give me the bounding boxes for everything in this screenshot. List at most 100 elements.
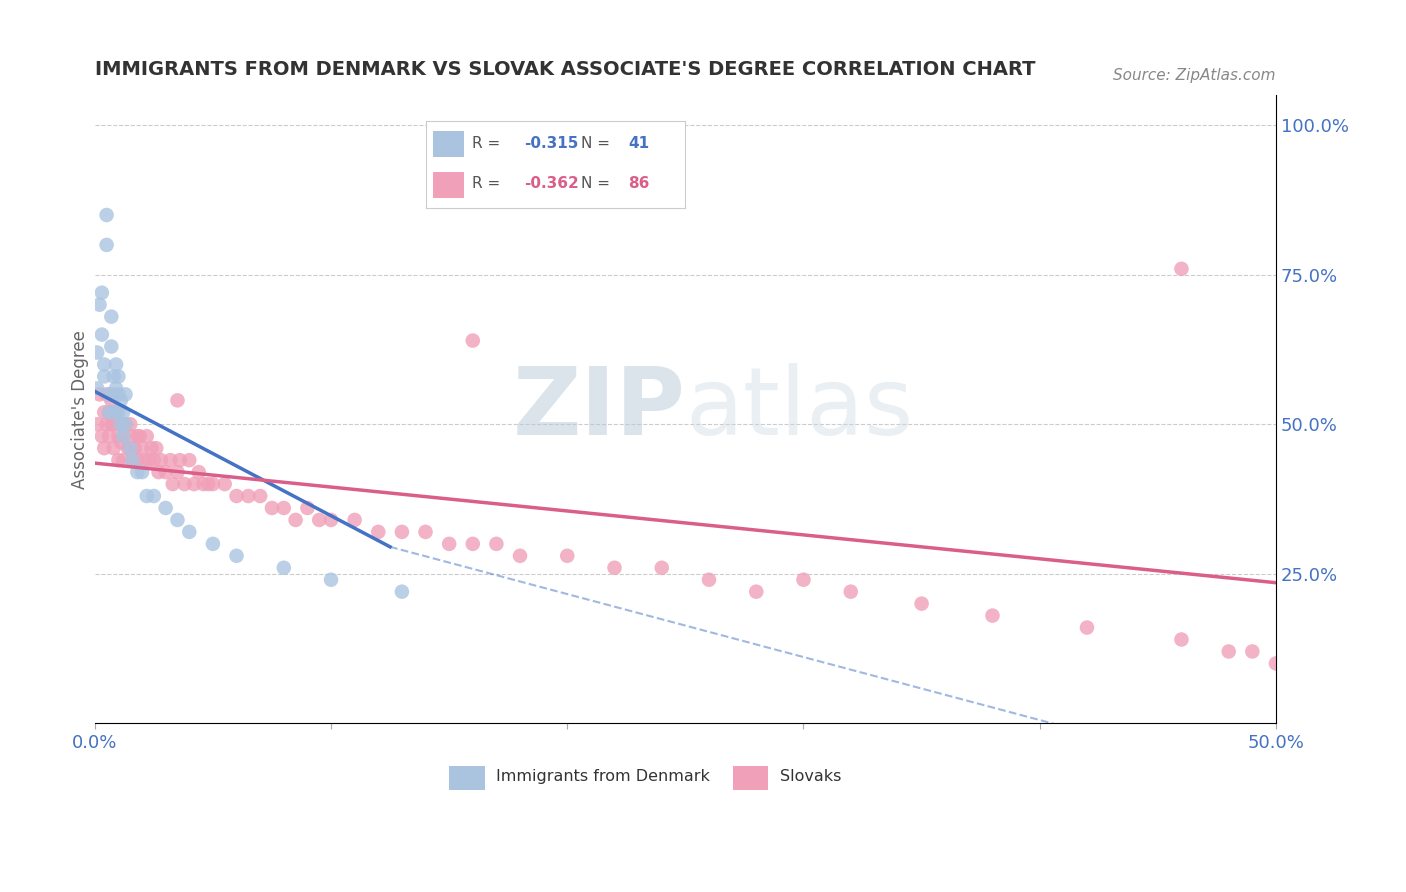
Point bbox=[96, 238, 118, 252]
Point bbox=[114, 417, 136, 432]
Point bbox=[96, 387, 118, 401]
Point bbox=[792, 573, 814, 587]
Point bbox=[187, 465, 209, 479]
Point bbox=[319, 513, 342, 527]
Point bbox=[697, 573, 720, 587]
Point bbox=[173, 477, 195, 491]
Point bbox=[981, 608, 1004, 623]
Text: IMMIGRANTS FROM DENMARK VS SLOVAK ASSOCIATE'S DEGREE CORRELATION CHART: IMMIGRANTS FROM DENMARK VS SLOVAK ASSOCI… bbox=[94, 60, 1035, 78]
Point bbox=[155, 465, 177, 479]
Point bbox=[121, 453, 143, 467]
Point bbox=[273, 561, 295, 575]
Text: ZIP: ZIP bbox=[513, 363, 685, 455]
Point bbox=[93, 369, 115, 384]
Point bbox=[124, 441, 146, 455]
Point bbox=[110, 417, 132, 432]
Point bbox=[121, 453, 143, 467]
Point bbox=[131, 441, 153, 455]
Point bbox=[120, 441, 142, 455]
Point bbox=[135, 489, 157, 503]
Point bbox=[98, 429, 121, 443]
Point bbox=[98, 387, 121, 401]
Point bbox=[142, 453, 165, 467]
Point bbox=[415, 524, 437, 539]
Point bbox=[114, 417, 136, 432]
Point bbox=[367, 524, 389, 539]
Point bbox=[121, 429, 143, 443]
Point bbox=[391, 524, 413, 539]
Point bbox=[103, 417, 125, 432]
Point bbox=[485, 537, 508, 551]
Point bbox=[100, 340, 122, 354]
Text: Source: ZipAtlas.com: Source: ZipAtlas.com bbox=[1114, 68, 1277, 83]
Point bbox=[90, 327, 112, 342]
Point bbox=[141, 441, 163, 455]
Point bbox=[110, 435, 132, 450]
Point bbox=[1170, 261, 1192, 276]
Point bbox=[910, 597, 932, 611]
Point bbox=[105, 381, 128, 395]
Point bbox=[651, 561, 673, 575]
Point bbox=[103, 405, 125, 419]
Point bbox=[179, 524, 201, 539]
Point bbox=[96, 208, 118, 222]
Point bbox=[96, 417, 118, 432]
Point bbox=[93, 441, 115, 455]
Point bbox=[112, 429, 135, 443]
Point bbox=[238, 489, 260, 503]
Point bbox=[110, 393, 132, 408]
Point bbox=[107, 453, 129, 467]
Point bbox=[128, 429, 150, 443]
Point bbox=[159, 453, 181, 467]
Point bbox=[284, 513, 307, 527]
Point bbox=[183, 477, 205, 491]
Point bbox=[1241, 644, 1264, 658]
Point bbox=[103, 387, 125, 401]
Point bbox=[391, 584, 413, 599]
Point bbox=[308, 513, 330, 527]
Point bbox=[127, 429, 149, 443]
Point bbox=[166, 465, 188, 479]
Point bbox=[112, 453, 135, 467]
Point bbox=[127, 453, 149, 467]
Text: atlas: atlas bbox=[685, 363, 914, 455]
Point bbox=[193, 477, 215, 491]
Point bbox=[603, 561, 626, 575]
Point bbox=[162, 477, 184, 491]
Point bbox=[89, 298, 111, 312]
Point bbox=[166, 393, 188, 408]
Point bbox=[1218, 644, 1240, 658]
Point bbox=[100, 310, 122, 324]
Point bbox=[1265, 657, 1288, 671]
Y-axis label: Associate's Degree: Associate's Degree bbox=[72, 330, 89, 489]
Point bbox=[93, 358, 115, 372]
Point bbox=[201, 477, 224, 491]
Point bbox=[555, 549, 578, 563]
Point bbox=[201, 537, 224, 551]
Point bbox=[225, 549, 247, 563]
Point bbox=[745, 584, 768, 599]
Point bbox=[839, 584, 862, 599]
Point bbox=[145, 441, 167, 455]
Point bbox=[105, 358, 128, 372]
Point bbox=[319, 573, 342, 587]
Point bbox=[90, 285, 112, 300]
Point bbox=[461, 537, 484, 551]
Point bbox=[103, 441, 125, 455]
Point bbox=[138, 453, 160, 467]
Point bbox=[273, 500, 295, 515]
Point bbox=[260, 500, 283, 515]
Point bbox=[461, 334, 484, 348]
Point bbox=[148, 465, 170, 479]
Point bbox=[509, 549, 531, 563]
Point bbox=[100, 393, 122, 408]
Point bbox=[107, 369, 129, 384]
Point bbox=[90, 429, 112, 443]
Point bbox=[117, 441, 139, 455]
Point bbox=[197, 477, 219, 491]
Point bbox=[437, 537, 460, 551]
Point bbox=[142, 489, 165, 503]
Point bbox=[107, 405, 129, 419]
Point bbox=[166, 513, 188, 527]
Point bbox=[107, 387, 129, 401]
